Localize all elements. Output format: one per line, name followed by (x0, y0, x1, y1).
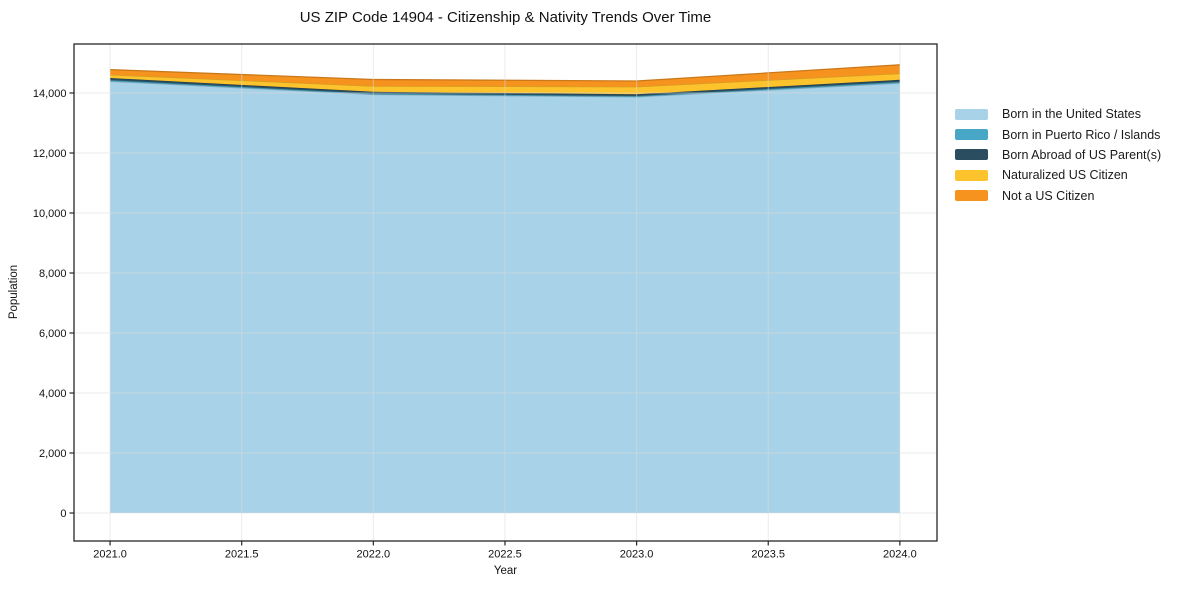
tick-marks (69, 92, 901, 546)
legend-item-puerto-rico: Born in Puerto Rico / Islands (955, 124, 1161, 144)
legend-label-naturalized: Naturalized US Citizen (1002, 168, 1128, 183)
legend-swatch-born-us (955, 108, 988, 120)
legend-item-born-us: Born in the United States (955, 104, 1161, 124)
x-tick-label: 2021.0 (93, 549, 127, 561)
legend-item-not-citizen: Not a US Citizen (955, 186, 1161, 206)
legend-swatch-not-citizen (955, 190, 988, 202)
legend-item-born-abroad: Born Abroad of US Parent(s) (955, 145, 1161, 165)
legend: Born in the United States Born in Puerto… (955, 104, 1161, 206)
area-naturalized-us-citizen (110, 73, 900, 95)
x-tick-label: 2024.0 (883, 549, 917, 561)
y-axis-label: Population (8, 264, 20, 320)
x-tick-label: 2021.5 (225, 549, 259, 561)
chart-title: US ZIP Code 14904 - Citizenship & Nativi… (299, 9, 712, 26)
y-tick-label: 2,000 (39, 448, 67, 460)
y-tick-label: 8,000 (39, 268, 67, 280)
legend-swatch-naturalized (955, 169, 988, 181)
y-tick-label: 0 (60, 508, 66, 520)
y-tick-label: 14,000 (33, 88, 67, 100)
legend-swatch-puerto-rico (955, 129, 988, 141)
y-tick-label: 4,000 (39, 388, 67, 400)
x-tick-label: 2023.5 (751, 549, 785, 561)
legend-label-born-us: Born in the United States (1002, 107, 1141, 122)
legend-swatch-born-abroad (955, 149, 988, 161)
area-not-a-us-citizen (110, 64, 900, 87)
legend-label-not-citizen: Not a US Citizen (1002, 188, 1095, 203)
x-tick-label: 2022.5 (488, 549, 522, 561)
gridlines (74, 44, 937, 541)
x-axis-label: Year (493, 565, 518, 577)
x-tick-label: 2022.0 (357, 549, 391, 561)
tick-labels: 2021.0 2021.5 2022.0 2022.5 2023.0 2023.5 2024… (33, 88, 917, 561)
x-tick-label: 2023.0 (620, 549, 654, 561)
legend-item-naturalized: Naturalized US Citizen (955, 165, 1161, 185)
legend-label-born-abroad: Born Abroad of US Parent(s) (1002, 147, 1162, 162)
y-tick-label: 10,000 (33, 208, 67, 220)
area-born-abroad-of-us-parent-s (110, 78, 900, 96)
y-tick-label: 6,000 (39, 328, 67, 340)
legend-label-puerto-rico: Born in Puerto Rico / Islands (1002, 127, 1161, 142)
y-tick-label: 12,000 (33, 148, 67, 160)
